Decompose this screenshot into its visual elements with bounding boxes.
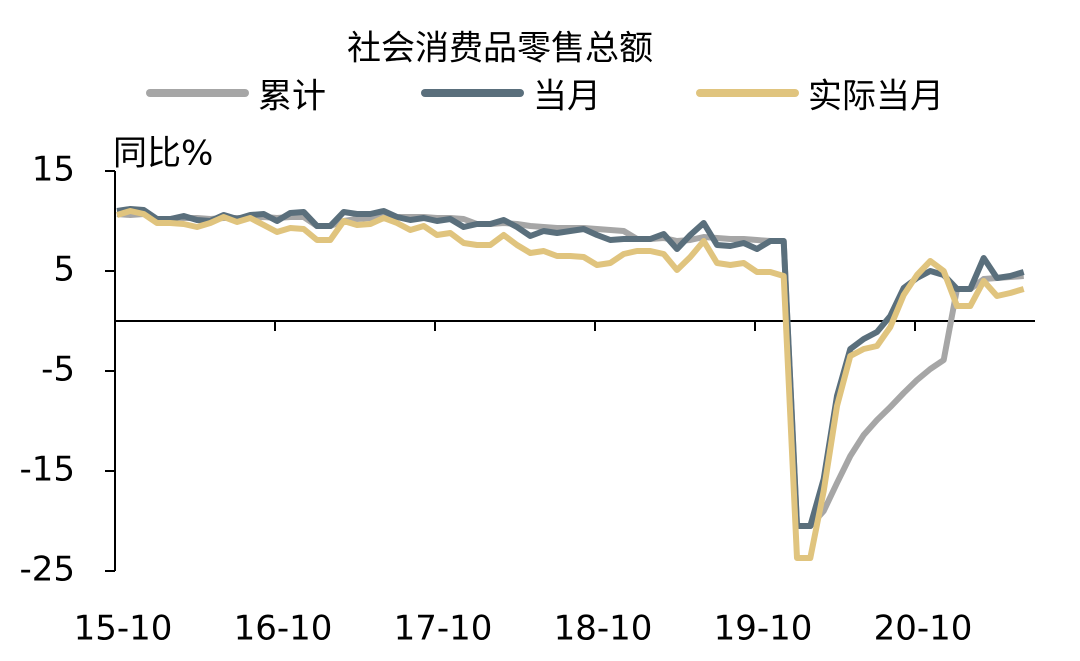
line-series — [116, 211, 1024, 529]
y-axis-label: 同比% — [113, 134, 213, 174]
y-tick-label: 15 — [32, 150, 75, 190]
x-tick-label: 19-10 — [714, 609, 813, 649]
legend-label: 实际当月 — [808, 77, 944, 117]
line-series — [116, 208, 1025, 561]
y-tick-label: -5 — [41, 350, 75, 390]
y-tick-label: 5 — [53, 250, 75, 290]
y-tick-label: -15 — [19, 450, 75, 490]
x-tick-label: 16-10 — [234, 609, 333, 649]
legend-label: 累计 — [258, 77, 326, 117]
line-series — [116, 206, 1025, 529]
x-tick-label: 15-10 — [74, 609, 173, 649]
x-tick-label: 20-10 — [874, 609, 973, 649]
x-tick-label: 17-10 — [394, 609, 493, 649]
y-tick-label: -25 — [19, 550, 75, 590]
legend-label: 当月 — [533, 77, 601, 117]
x-tick-label: 18-10 — [554, 609, 653, 649]
chart-title: 社会消费品零售总额 — [347, 29, 653, 69]
